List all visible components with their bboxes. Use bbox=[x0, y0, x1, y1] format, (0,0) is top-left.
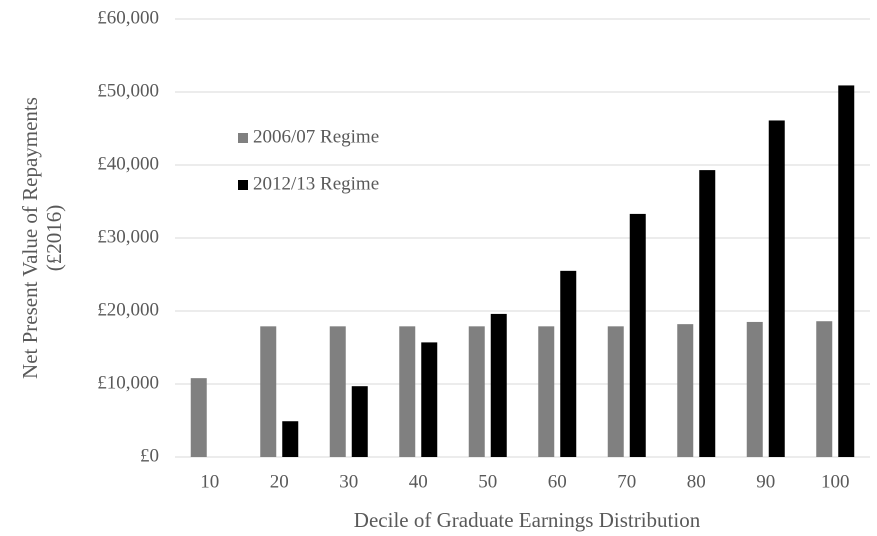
x-tick-label: 10 bbox=[200, 471, 219, 492]
bar bbox=[768, 120, 785, 457]
bar bbox=[260, 326, 277, 457]
y-tick-label: £30,000 bbox=[97, 226, 159, 247]
x-tick-label: 20 bbox=[270, 471, 289, 492]
bar bbox=[677, 324, 694, 457]
bar bbox=[421, 342, 438, 457]
y-tick-label: £60,000 bbox=[97, 7, 159, 28]
y-tick-label: £40,000 bbox=[97, 153, 159, 174]
bar bbox=[538, 326, 555, 457]
y-tick-label: £0 bbox=[140, 445, 159, 466]
bar bbox=[490, 313, 507, 457]
y-axis-title: Net Present Value of Repayments (£2016) bbox=[18, 97, 66, 379]
bar bbox=[329, 326, 346, 457]
bar bbox=[190, 378, 207, 457]
x-tick-label: 70 bbox=[617, 471, 636, 492]
bar bbox=[282, 421, 299, 457]
x-tick-label: 100 bbox=[821, 471, 850, 492]
y-tick-label: £50,000 bbox=[97, 80, 159, 101]
legend-label: 2012/13 Regime bbox=[253, 173, 379, 194]
x-tick-label: 50 bbox=[478, 471, 497, 492]
bar bbox=[560, 270, 577, 457]
legend-label: 2006/07 Regime bbox=[253, 126, 379, 147]
bar bbox=[629, 213, 646, 457]
x-tick-label: 90 bbox=[756, 471, 775, 492]
bar bbox=[351, 386, 368, 457]
bar bbox=[816, 321, 833, 457]
legend-swatch bbox=[238, 133, 248, 143]
bar bbox=[399, 326, 416, 457]
bar bbox=[468, 326, 485, 457]
x-tick-label: 40 bbox=[409, 471, 428, 492]
y-tick-label: £10,000 bbox=[97, 372, 159, 393]
bar bbox=[746, 321, 763, 457]
x-tick-label: 30 bbox=[339, 471, 358, 492]
bar bbox=[838, 85, 855, 458]
x-tick-label: 80 bbox=[687, 471, 706, 492]
legend-swatch bbox=[238, 180, 248, 190]
y-axis-title-line: Net Present Value of Repayments bbox=[18, 97, 42, 379]
y-axis-title-line: (£2016) bbox=[42, 205, 66, 272]
x-axis-title: Decile of Graduate Earnings Distribution bbox=[354, 508, 701, 532]
x-tick-label: 60 bbox=[548, 471, 567, 492]
y-tick-label: £20,000 bbox=[97, 299, 159, 320]
bar bbox=[607, 326, 624, 457]
bar bbox=[699, 170, 716, 458]
